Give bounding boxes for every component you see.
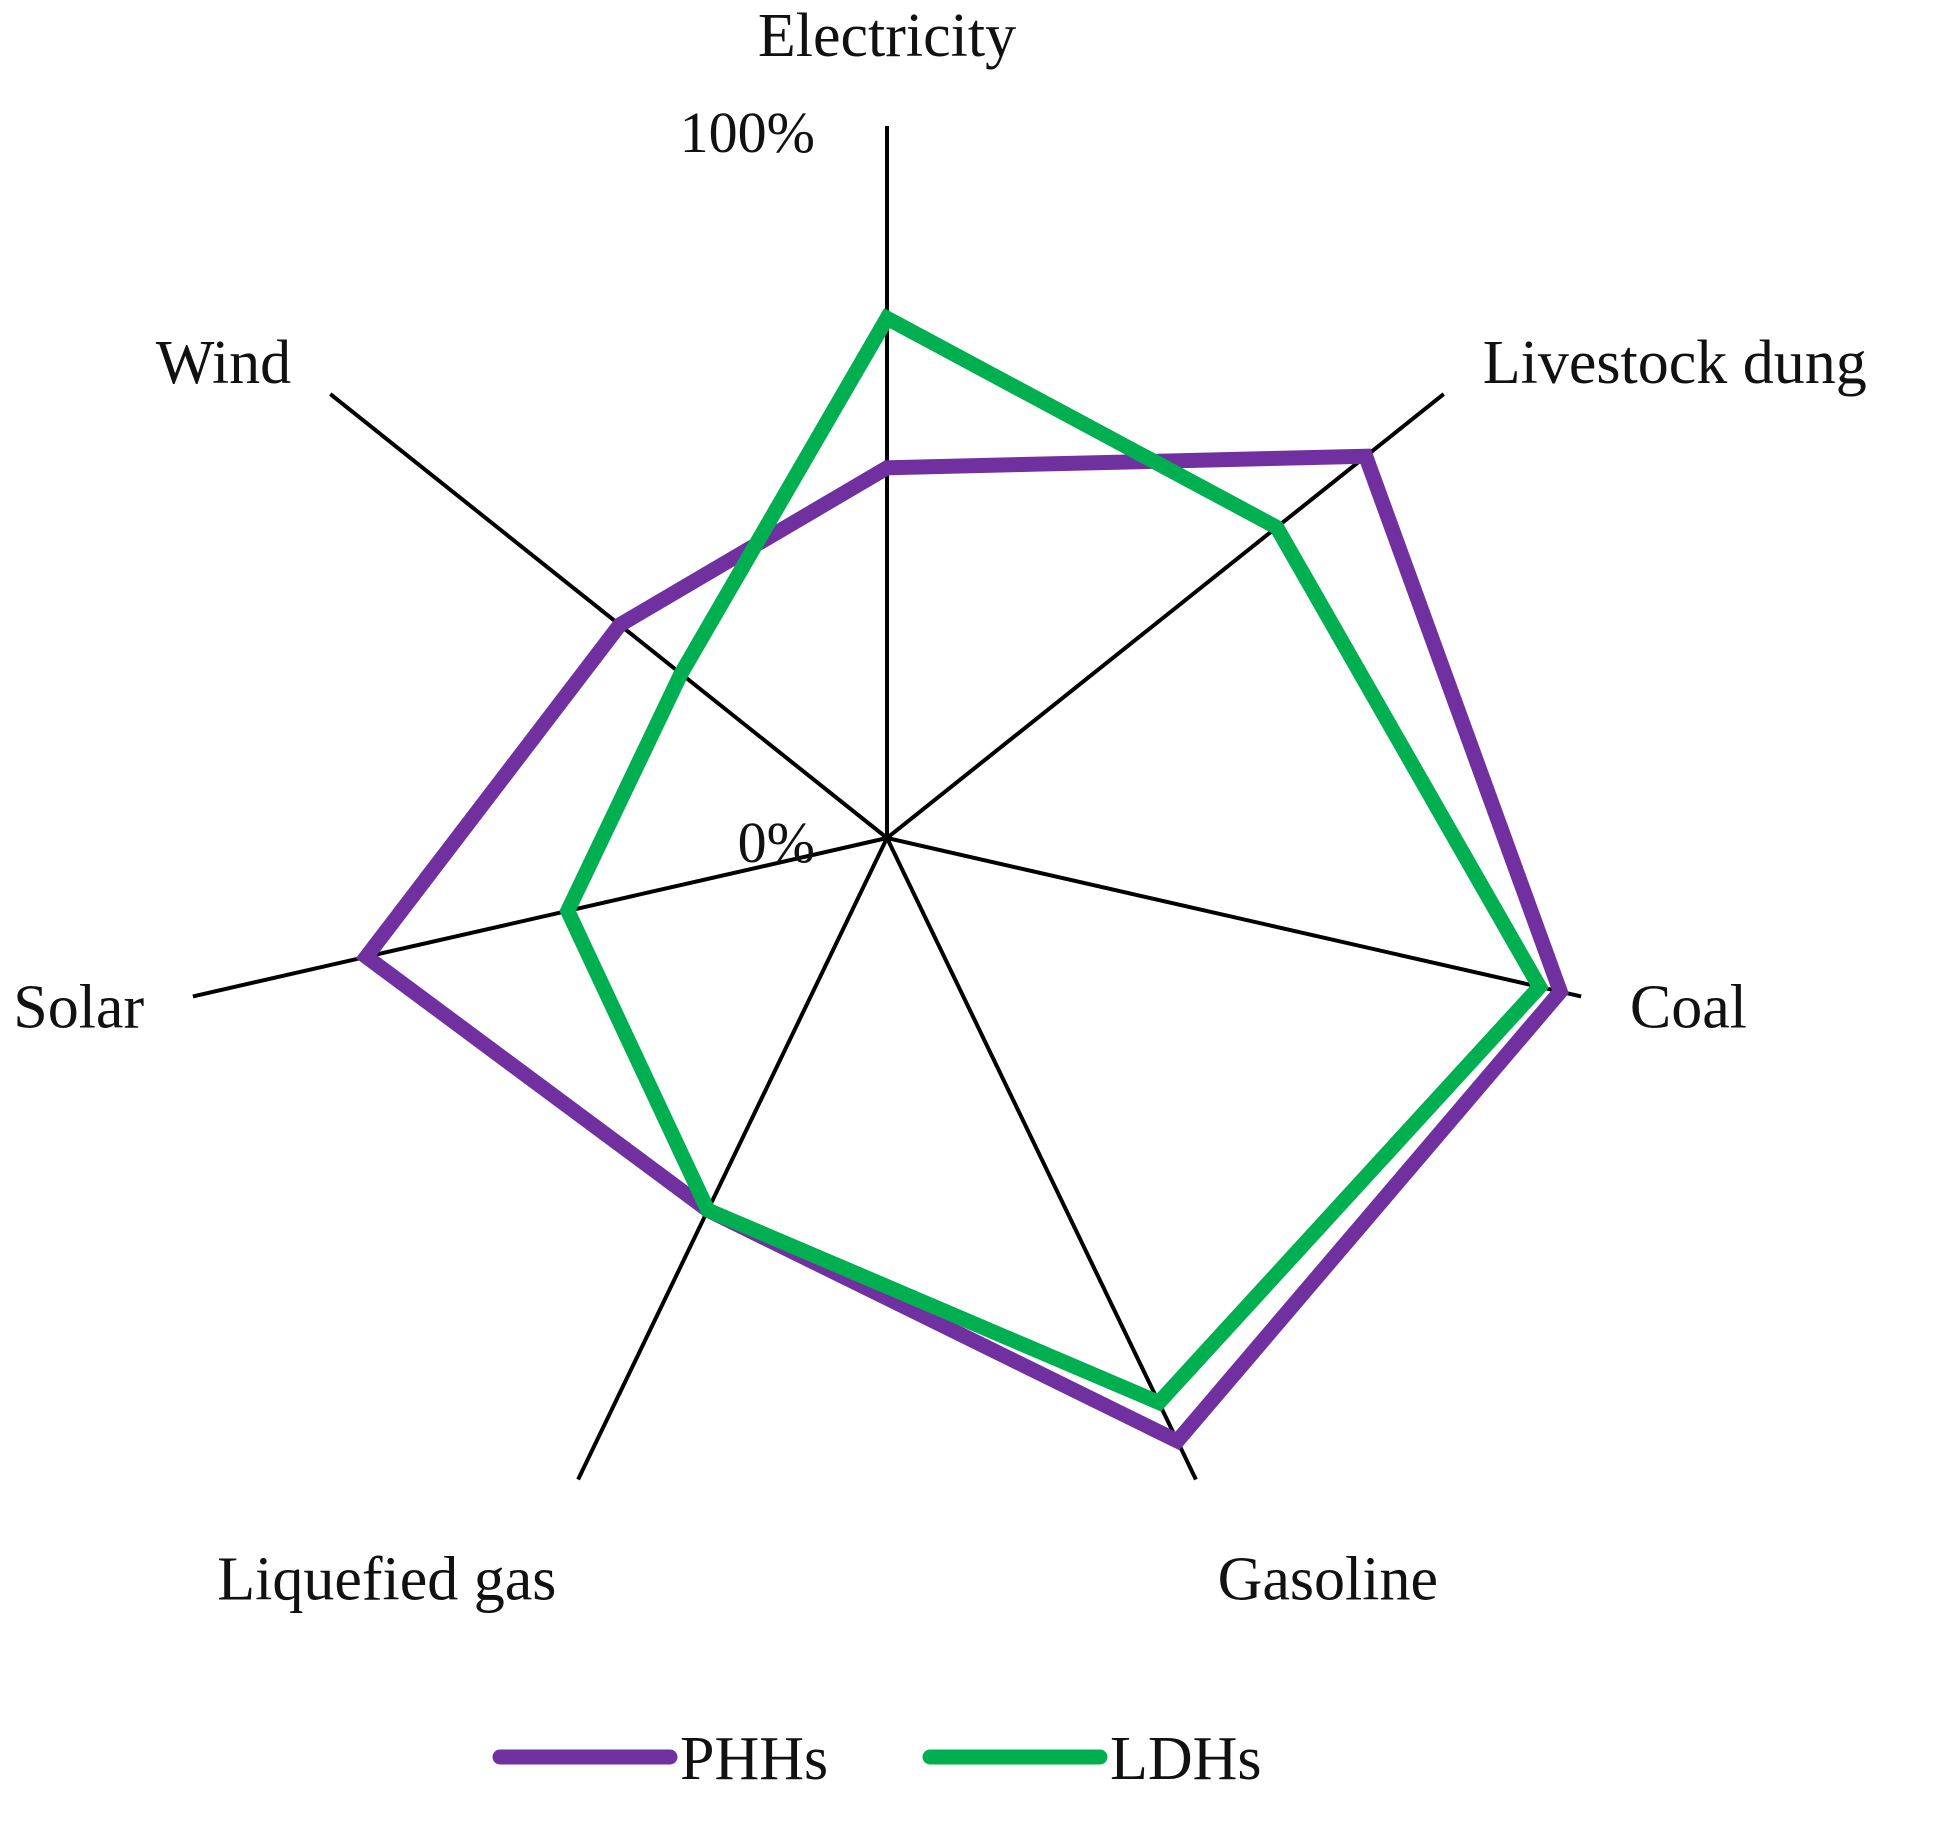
- data-point-ldhs-gasoline: [1158, 1402, 1160, 1403]
- axis-label-electricity: Electricity: [758, 2, 1016, 70]
- radar-spokes: [192, 126, 1582, 1481]
- data-point-ldhs-coal: [1539, 986, 1540, 988]
- axis-label-livestock-dung: Livestock dung: [1483, 329, 1867, 397]
- axis-spoke-wind: [329, 392, 889, 840]
- data-point-ldhs-electricity: [886, 317, 888, 319]
- data-point-phhs-livestock-dung: [1365, 455, 1367, 457]
- data-point-phhs-gasoline: [1176, 1440, 1178, 1442]
- radar-axis-labels: Electricity Livestock dung Coal Gasoline Liq…: [13, 2, 1867, 1614]
- scale-label-max: 100%: [680, 100, 815, 165]
- axis-label-liquefied-gas: Liquefied gas: [217, 1546, 556, 1614]
- axis-label-wind: Wind: [156, 329, 291, 397]
- data-point-phhs-solar: [365, 956, 367, 958]
- legend-label-phhs: PHHs: [680, 1725, 828, 1793]
- legend: PHHs LDHs: [492, 1725, 1262, 1793]
- radar-series-lines: [355, 308, 1569, 1451]
- axis-spoke-coal: [886, 836, 1582, 999]
- series-line-ldhs: [559, 308, 1549, 1412]
- axis-spoke-liquefied-gas: [576, 837, 889, 1481]
- legend-item-ldhs: LDHs: [922, 1725, 1262, 1793]
- axis-spoke-gasoline: [885, 837, 1198, 1481]
- data-point-phhs-wind: [619, 624, 621, 626]
- axis-label-solar: Solar: [13, 974, 144, 1042]
- data-point-ldhs-liquefied-gas: [707, 1209, 709, 1211]
- data-point-ldhs-livestock-dung: [1276, 526, 1278, 528]
- axis-spoke-livestock-dung: [885, 392, 1445, 840]
- scale-label-min: 0%: [738, 810, 815, 875]
- legend-item-phhs: PHHs: [492, 1725, 828, 1793]
- legend-label-ldhs: LDHs: [1110, 1725, 1262, 1793]
- axis-label-coal: Coal: [1630, 974, 1747, 1042]
- data-point-phhs-electricity: [886, 467, 888, 469]
- axis-label-gasoline: Gasoline: [1218, 1546, 1438, 1614]
- data-point-phhs-coal: [1559, 991, 1561, 993]
- data-point-ldhs-solar: [567, 910, 569, 912]
- data-point-ldhs-wind: [680, 673, 682, 675]
- axis-spoke-solar: [192, 836, 888, 999]
- series-line-phhs: [355, 448, 1569, 1451]
